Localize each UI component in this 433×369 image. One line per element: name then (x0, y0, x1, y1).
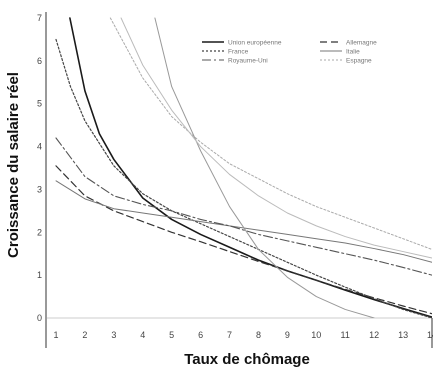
legend-label: Union européenne (228, 40, 282, 47)
y-tick-label: 1 (37, 270, 42, 280)
y-tick-label: 2 (37, 227, 42, 237)
legend-label: Espagne (346, 58, 372, 65)
series-line-5 (55, 137, 432, 276)
y-tick-label: 6 (37, 56, 42, 66)
legend-label: France (228, 49, 249, 56)
series-line-7 (154, 17, 375, 318)
y-tick-label: 7 (37, 13, 42, 23)
x-tick-label: 4 (140, 330, 145, 340)
series-group (55, 17, 432, 318)
x-tick-label: 9 (285, 330, 290, 340)
y-tick-label: 4 (37, 142, 42, 152)
series-line-6 (109, 17, 432, 250)
x-tick-label: 12 (369, 330, 379, 340)
x-tick-label: 14 (427, 330, 433, 340)
x-tick-label: 8 (256, 330, 261, 340)
y-axis-title: Croissance du salaire réel (5, 72, 22, 258)
legend-label: Italie (346, 49, 360, 56)
x-tick-label: 13 (398, 330, 408, 340)
legend: Union européenne Allemagne France Italie Roy… (202, 40, 377, 65)
x-tick-label: 6 (198, 330, 203, 340)
series-line-1 (69, 17, 432, 318)
y-tick-label: 5 (37, 99, 42, 109)
y-tick-label: 3 (37, 184, 42, 194)
x-tick-label: 5 (169, 330, 174, 340)
x-tick-label: 7 (227, 330, 232, 340)
legend-label: Royaume-Uni (228, 58, 268, 65)
x-tick-label: 10 (311, 330, 321, 340)
axes: 123456789101112131401234567 (37, 12, 433, 348)
x-tick-label: 11 (341, 330, 350, 340)
series-line-3 (55, 38, 432, 318)
x-tick-label: 2 (82, 330, 87, 340)
legend-label: Allemagne (346, 40, 377, 47)
x-tick-label: 1 (53, 330, 58, 340)
y-tick-label: 0 (37, 313, 42, 323)
series-line-8 (120, 17, 432, 259)
x-axis-title: Taux de chômage (184, 351, 310, 368)
x-tick-label: 3 (111, 330, 116, 340)
